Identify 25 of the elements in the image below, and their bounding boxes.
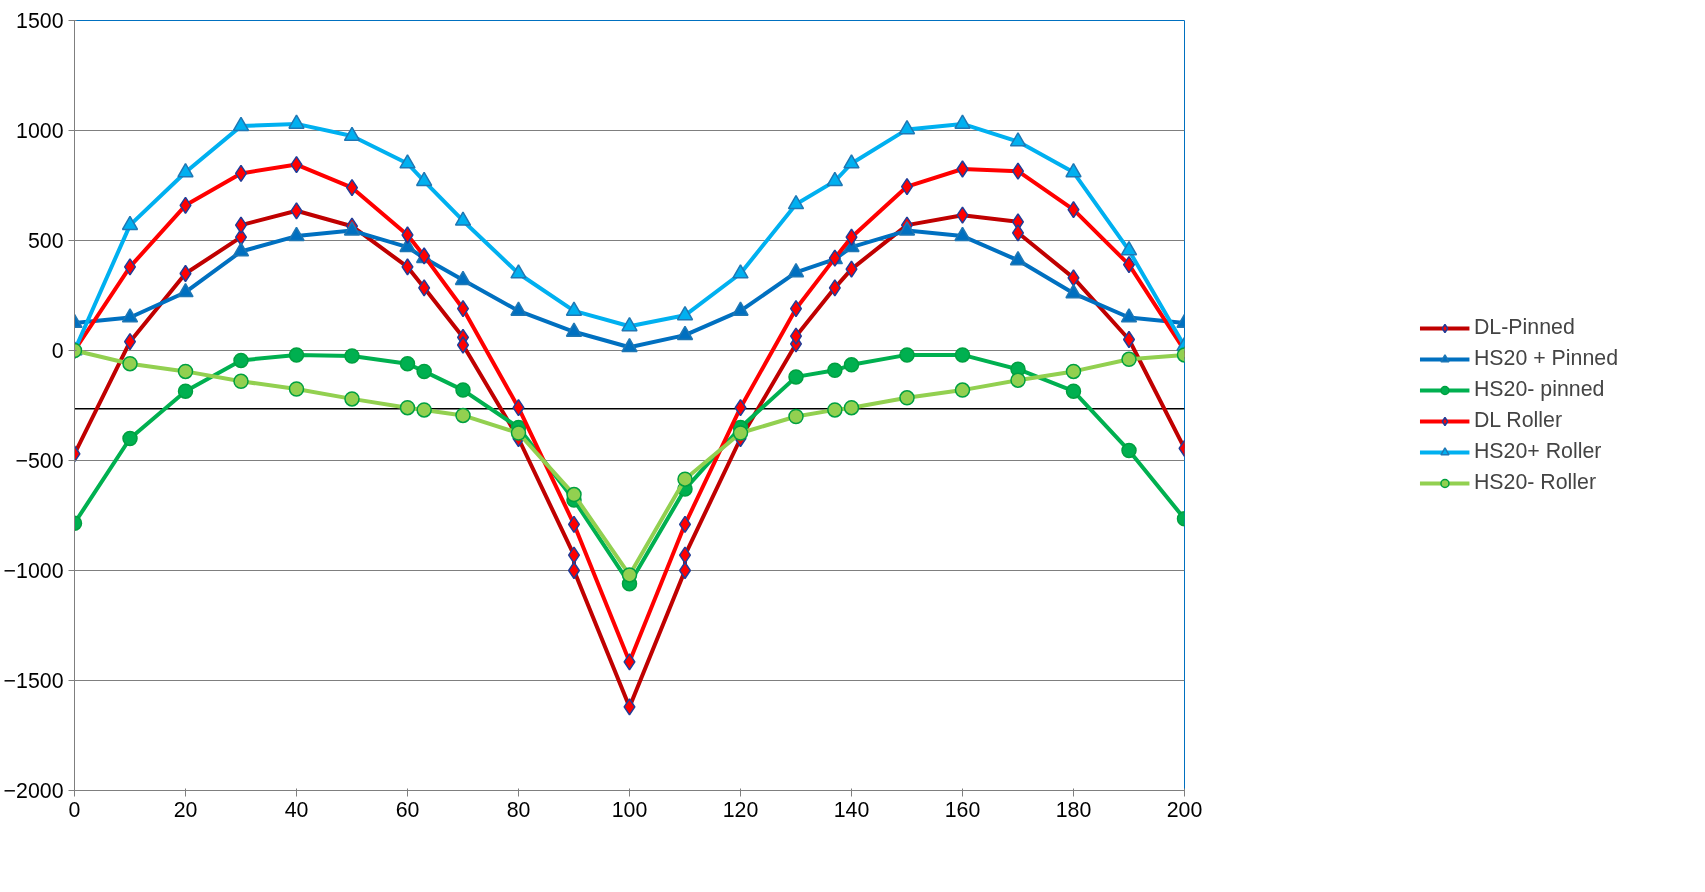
legend-label: HS20 + Pinned <box>1473 346 1619 371</box>
x-tick-label: 140 <box>833 797 870 822</box>
y-tick-label: −500 <box>15 449 64 473</box>
y-tick-label: 1000 <box>16 119 64 143</box>
x-tick-label: 160 <box>944 797 981 822</box>
y-tick-label: 0 <box>51 339 64 363</box>
legend-label: HS20+ Roller <box>1473 439 1602 464</box>
x-tick-label: 120 <box>722 797 759 822</box>
x-tick-label: 20 <box>173 797 198 822</box>
x-tick-label: 40 <box>284 797 309 822</box>
y-tick-label: −1000 <box>3 559 64 583</box>
x-tick-label: 0 <box>68 797 81 822</box>
legend-label: HS20- pinned <box>1473 377 1605 402</box>
y-tick-label: 500 <box>27 229 64 253</box>
x-tick-label: 60 <box>395 797 420 822</box>
legend-label: DL Roller <box>1473 408 1563 433</box>
x-tick-label: 180 <box>1055 797 1092 822</box>
y-tick-label: 1500 <box>16 9 64 33</box>
y-tick-label: −1500 <box>3 669 64 693</box>
legend-label: HS20- Roller <box>1473 470 1597 495</box>
x-tick-label: 80 <box>506 797 531 822</box>
y-tick-label: −2000 <box>3 779 64 803</box>
x-tick-label: 200 <box>1166 797 1203 822</box>
x-tick-label: 100 <box>611 797 648 822</box>
legend-label: DL-Pinned <box>1473 315 1575 340</box>
